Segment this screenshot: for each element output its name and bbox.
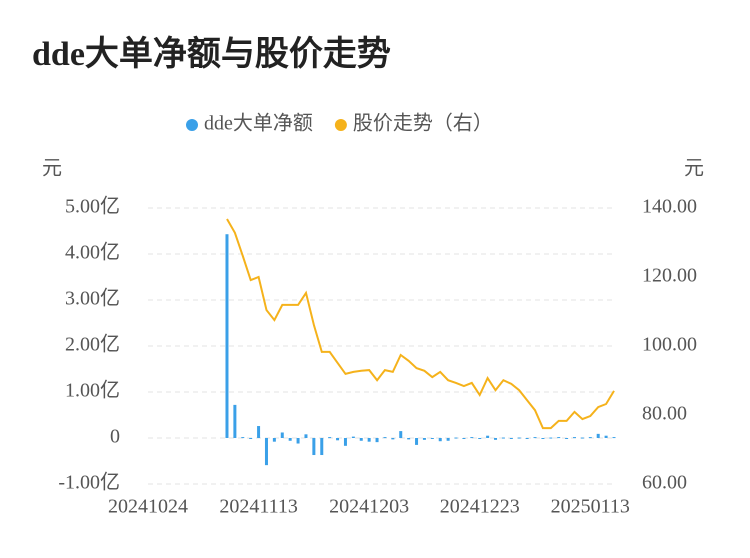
bar xyxy=(438,438,442,442)
y2-tick-label: 140.00 xyxy=(642,196,697,218)
y2-tick-label: 60.00 xyxy=(642,472,687,494)
bar xyxy=(525,438,529,439)
bar xyxy=(604,435,608,438)
bar xyxy=(375,438,379,443)
bar xyxy=(399,431,403,438)
bar xyxy=(454,437,458,439)
bar xyxy=(312,438,316,456)
price-line xyxy=(226,218,615,430)
y-tick-label: 1.00亿 xyxy=(65,379,120,402)
bar xyxy=(288,438,292,441)
bar xyxy=(257,426,261,438)
x-tick-label: 20241024 xyxy=(108,496,188,518)
x-tick-label: 20250113 xyxy=(551,496,630,518)
bar xyxy=(225,234,229,438)
bar xyxy=(517,437,521,439)
bar xyxy=(296,438,300,444)
bar xyxy=(320,438,324,456)
bar xyxy=(241,437,245,439)
chart-title: dde大单净额与股价走势 xyxy=(32,35,391,73)
bar xyxy=(304,434,308,438)
bar xyxy=(359,438,363,441)
y-tick-label: 5.00亿 xyxy=(65,195,120,218)
bar xyxy=(415,438,419,445)
y-tick-label: 3.00亿 xyxy=(65,287,120,310)
y2-tick-label: 80.00 xyxy=(642,403,687,425)
bar xyxy=(430,438,434,439)
bar xyxy=(280,432,284,438)
y2-axis-label: 元 xyxy=(684,158,704,180)
bar xyxy=(565,438,569,439)
y-tick-label: 0 xyxy=(110,426,120,448)
bar xyxy=(446,438,450,441)
x-tick-label: 20241203 xyxy=(329,496,409,518)
y-tick-label: 2.00亿 xyxy=(65,333,120,356)
bar xyxy=(249,438,253,439)
bar xyxy=(533,437,537,439)
bar xyxy=(422,438,426,440)
bar xyxy=(328,437,332,439)
y2-tick-label: 100.00 xyxy=(642,334,697,356)
bar xyxy=(233,404,237,438)
y-tick-label: 4.00亿 xyxy=(65,241,120,264)
y-tick-label: -1.00亿 xyxy=(58,471,120,494)
bar xyxy=(580,437,584,439)
bar xyxy=(407,438,411,440)
bar xyxy=(596,433,600,438)
bar xyxy=(470,437,474,439)
y2-tick-label: 120.00 xyxy=(642,265,697,287)
bar xyxy=(501,437,505,439)
bar xyxy=(343,438,347,446)
bar xyxy=(264,438,268,466)
bar xyxy=(549,437,553,439)
bar xyxy=(612,437,616,439)
x-tick-label: 20241223 xyxy=(440,496,520,518)
legend-marker xyxy=(334,119,347,131)
bar xyxy=(509,438,513,439)
y-axis-label: 元 xyxy=(42,158,62,180)
bar xyxy=(541,438,545,439)
bar xyxy=(367,438,371,442)
bar xyxy=(336,438,340,441)
bar xyxy=(478,438,482,439)
x-tick-label: 20241113 xyxy=(219,496,298,518)
bar xyxy=(573,437,577,439)
bar xyxy=(351,436,355,438)
bar xyxy=(462,438,466,439)
legend-label: 股价走势（右） xyxy=(353,112,493,135)
bar xyxy=(557,437,561,439)
bar xyxy=(383,437,387,439)
bar xyxy=(272,438,276,442)
bar xyxy=(588,437,592,439)
legend-label: dde大单净额 xyxy=(204,112,313,135)
bar xyxy=(486,435,490,438)
legend-marker xyxy=(186,119,198,131)
bar xyxy=(494,438,498,440)
bar xyxy=(391,438,395,440)
